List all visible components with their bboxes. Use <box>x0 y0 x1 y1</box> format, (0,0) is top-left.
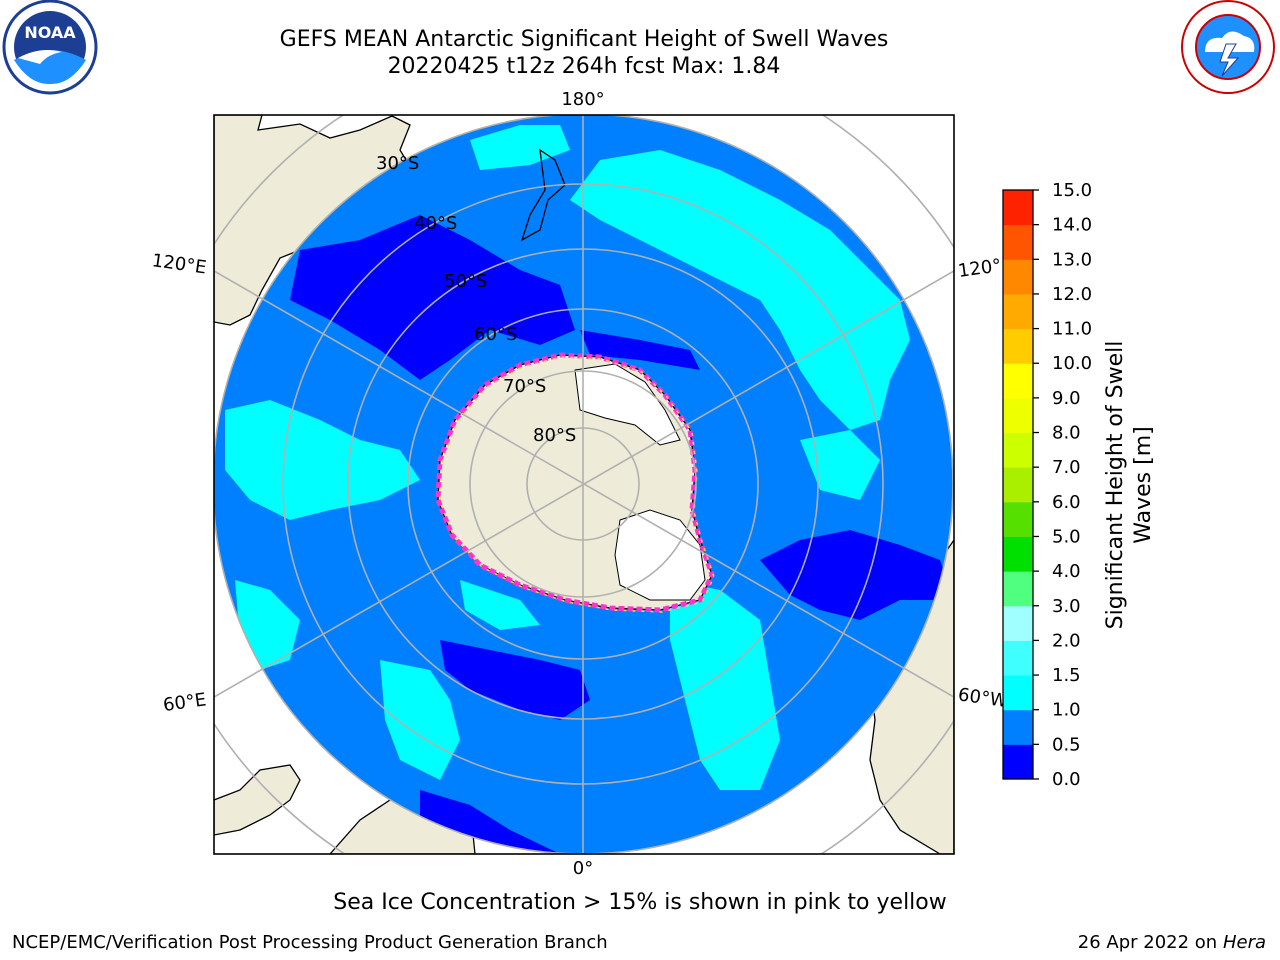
colorbar-tick-label: 0.0 <box>1052 769 1081 790</box>
colorbar-tick-label: 14.0 <box>1052 215 1092 236</box>
colorbar-segment <box>1003 259 1033 295</box>
lat-label-30s: 30°S <box>376 153 419 174</box>
map-title: GEFS MEAN Antarctic Significant Height o… <box>279 27 889 52</box>
colorbar: 0.0 0.5 1.0 1.5 2.0 3.0 4.0 5.0 6.0 7.0 8.0 9.0 10.0… <box>1002 180 1092 790</box>
colorbar-segment <box>1003 224 1033 260</box>
colorbar-segment <box>1003 397 1033 434</box>
colorbar-tick-label: 7.0 <box>1052 457 1081 478</box>
colorbar-tick-label: 3.0 <box>1052 596 1081 617</box>
south-pacific-low-region <box>580 330 700 370</box>
colorbar-segment <box>1003 709 1033 745</box>
lon-label-120w: 120° <box>957 255 1003 282</box>
footer-host: Hera <box>1222 932 1266 953</box>
colorbar-tick-label: 9.0 <box>1052 388 1081 409</box>
colorbar-tick-label: 2.0 <box>1052 630 1081 651</box>
weddell-ice-area <box>614 509 706 601</box>
indian-cyan-region <box>225 400 420 520</box>
meridian-lines <box>214 115 954 854</box>
lon-label-60w: 60°W <box>957 684 1009 712</box>
colorbar-border <box>1002 189 1034 780</box>
lat-label-40s: 40°S <box>414 213 457 234</box>
colorbar-tick-label: 12.0 <box>1052 284 1092 305</box>
colorbar-tick-label: 13.0 <box>1052 249 1092 270</box>
sea-ice-note: Sea Ice Concentration > 15% is shown in … <box>333 890 947 915</box>
map-subtitle: 20220425 t12z 264h fcst Max: 1.84 <box>387 54 781 79</box>
colorbar-tick-label: 4.0 <box>1052 561 1081 582</box>
colorbar-label-line2: Waves [m] <box>1131 426 1156 543</box>
colorbar-segment <box>1003 328 1033 364</box>
lat-label-80s: 80°S <box>533 425 576 446</box>
new-zealand-coastline <box>520 148 566 242</box>
colorbar-segment <box>1003 293 1033 330</box>
colorbar-tick-label: 1.5 <box>1052 665 1081 686</box>
colorbar-tick-label: 0.5 <box>1052 734 1081 755</box>
swell-mid-regions <box>225 125 910 790</box>
colorbar-segment <box>1003 432 1033 468</box>
atlantic-cyan-region <box>670 580 780 790</box>
map-frame-border <box>213 114 955 855</box>
colorbar-tick-label: 6.0 <box>1052 492 1081 513</box>
sea-ice-edge <box>435 352 715 613</box>
ocean-disk <box>214 115 953 854</box>
noaa-logo-text: NOAA <box>24 23 76 42</box>
colorbar-tick-label: 11.0 <box>1052 319 1092 340</box>
colorbar-tick-label: 1.0 <box>1052 700 1081 721</box>
tasman-low-region <box>290 215 575 380</box>
colorbar-segment <box>1003 744 1033 780</box>
lat-label-70s: 70°S <box>503 376 546 397</box>
ross-ice-shelf <box>574 363 681 446</box>
south-atlantic-cyan-region <box>380 660 460 780</box>
lon-label-120e: 120°E <box>151 250 208 278</box>
colorbar-tick-label: 10.0 <box>1052 353 1092 374</box>
colorbar-label-line1: Significant Height of Swell <box>1103 341 1128 630</box>
lat-label-50s: 50°S <box>444 271 487 292</box>
colorbar-segment <box>1003 536 1033 572</box>
weddell-cyan-region <box>460 580 540 630</box>
colorbar-segment <box>1003 467 1033 503</box>
lon-label-0: 0° <box>573 858 593 879</box>
noaa-logo: NOAA <box>2 0 98 95</box>
east-pacific-cyan-region <box>800 430 880 500</box>
colorbar-tick-label: 8.0 <box>1052 423 1081 444</box>
lon-label-60e: 60°E <box>162 689 208 716</box>
lat-label-60s: 60°S <box>474 324 517 345</box>
lon-label-180: 180° <box>561 89 604 110</box>
map-body: 30°S 40°S 50°S 60°S 70°S 80°S <box>214 115 954 854</box>
colorbar-segment <box>1003 675 1033 711</box>
atlantic-low-region <box>440 640 590 720</box>
colorbar-segment <box>1003 640 1033 676</box>
colorbar-tick-label: 5.0 <box>1052 526 1081 547</box>
colorbar-segment <box>1003 501 1033 537</box>
north-pacific-cyan-region <box>470 125 570 170</box>
nws-logo <box>1181 0 1275 94</box>
colorbar-tick-label: 15.0 <box>1052 180 1092 201</box>
africa-landmass <box>214 764 301 836</box>
pacific-cyan-region <box>570 150 910 430</box>
footer-date-text: 26 Apr 2022 on <box>1077 932 1218 953</box>
colorbar-segment <box>1003 363 1033 399</box>
colorbar-segment <box>1003 571 1033 607</box>
footer-credit: NCEP/EMC/Verification Post Processing Pr… <box>12 932 608 953</box>
colorbar-segment <box>1003 190 1033 226</box>
footer-date: 26 Apr 2022 on Hera <box>1078 932 1266 953</box>
colorbar-segment <box>1003 605 1033 641</box>
